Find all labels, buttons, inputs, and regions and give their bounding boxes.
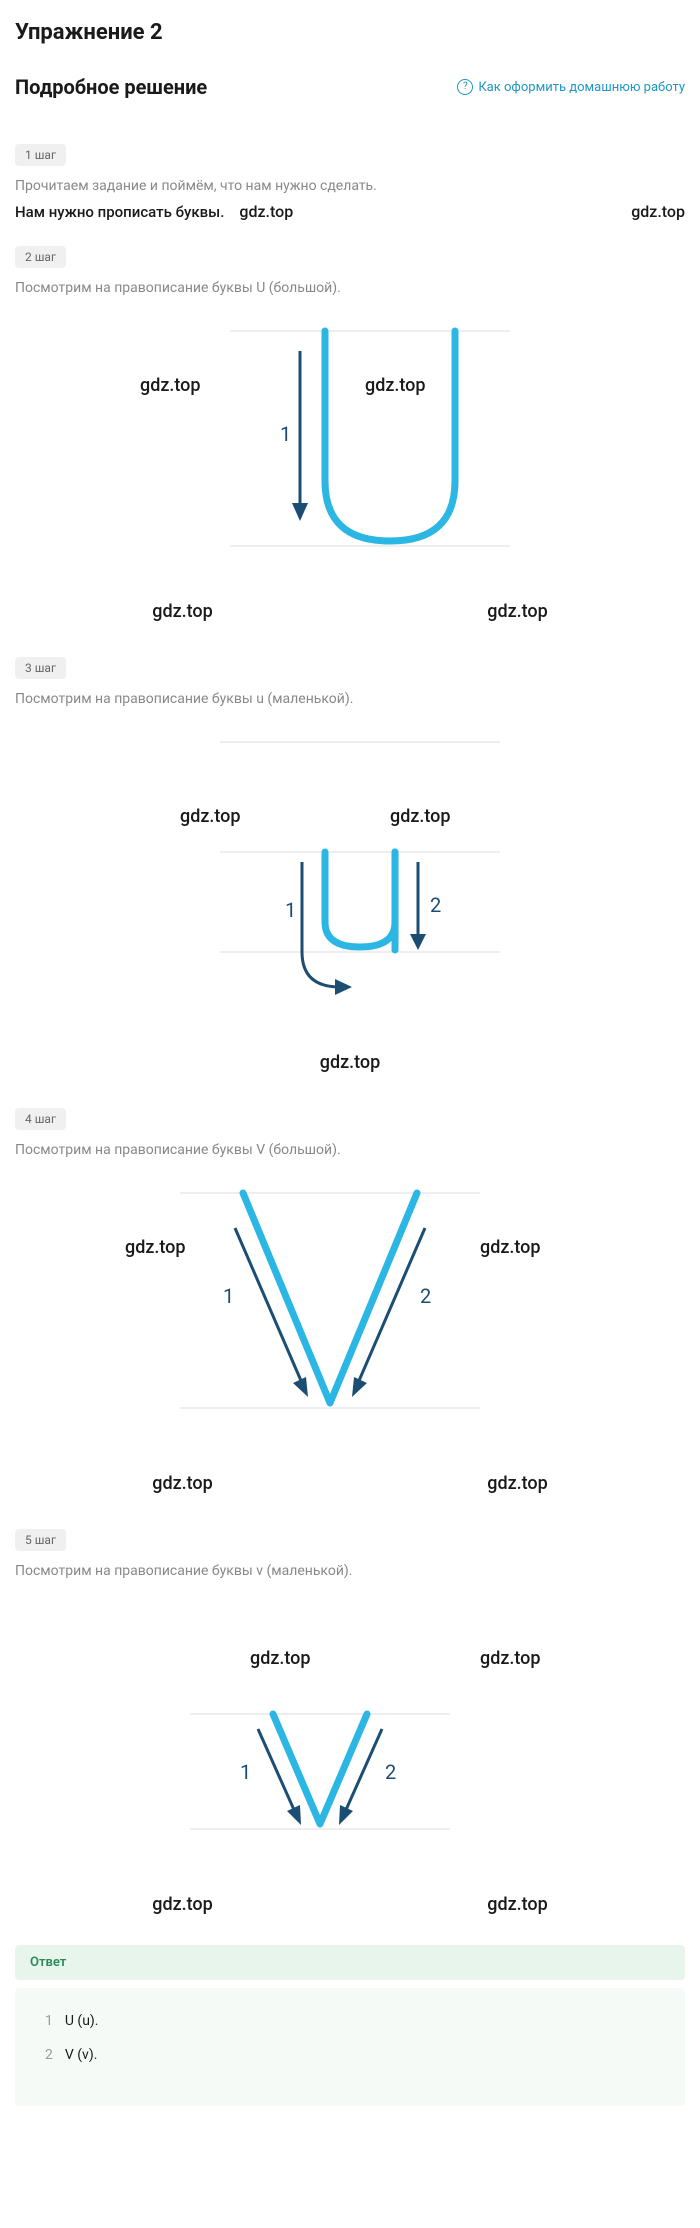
watermark-row: gdz.top gdz.top bbox=[15, 1894, 685, 1915]
watermark-row: gdz.top gdz.top bbox=[15, 601, 685, 622]
arrow-line bbox=[302, 862, 340, 987]
answer-line-1: 1 U (u). bbox=[45, 2013, 655, 2029]
watermark: gdz.top bbox=[365, 375, 426, 396]
letter-U-svg: 1 gdz.top gdz.top bbox=[130, 311, 570, 581]
answer-num: 1 bbox=[45, 2013, 53, 2029]
letter-V-svg: 1 2 gdz.top gdz.top bbox=[80, 1173, 620, 1453]
solution-heading: Подробное решение bbox=[15, 75, 207, 99]
step-badge-4: 4 шаг bbox=[15, 1108, 66, 1130]
step-badge-3: 3 шаг bbox=[15, 657, 66, 679]
step1-intro: Прочитаем задание и поймём, что нам нужн… bbox=[15, 178, 685, 194]
help-link[interactable]: Как оформить домашнюю работу bbox=[457, 79, 685, 95]
watermark: gdz.top bbox=[152, 601, 213, 622]
watermark: gdz.top bbox=[320, 1052, 381, 1073]
watermark: gdz.top bbox=[152, 1473, 213, 1494]
watermark: gdz.top bbox=[487, 601, 548, 622]
stroke-number: 2 bbox=[430, 893, 441, 917]
arrow-head-icon bbox=[293, 1377, 308, 1397]
answer-heading: Ответ bbox=[15, 1945, 685, 1980]
step1-line: Нам нужно прописать буквы. gdz.top gdz.t… bbox=[15, 202, 685, 221]
diagram-V-upper: 1 2 gdz.top gdz.top bbox=[15, 1173, 685, 1453]
arrow-head-icon bbox=[352, 1377, 367, 1397]
answer-num: 2 bbox=[45, 2047, 53, 2063]
step2-text: Посмотрим на правописание буквы U (больш… bbox=[15, 280, 685, 296]
watermark: gdz.top bbox=[631, 202, 685, 221]
arrow-head-icon bbox=[287, 1805, 301, 1825]
answer-text: U (u). bbox=[65, 2013, 99, 2029]
arrow-line bbox=[345, 1729, 382, 1812]
watermark: gdz.top bbox=[390, 806, 451, 827]
stroke-number: 1 bbox=[223, 1284, 234, 1308]
step1-bold: Нам нужно прописать буквы. bbox=[15, 203, 224, 221]
watermark: gdz.top bbox=[239, 202, 293, 221]
diagram-u-lower: 1 2 gdz.top gdz.top bbox=[15, 722, 685, 1032]
subtitle-row: Подробное решение Как оформить домашнюю … bbox=[15, 75, 685, 99]
page-title: Упражнение 2 bbox=[15, 20, 685, 45]
diagram-v-lower: 1 2 gdz.top gdz.top bbox=[15, 1594, 685, 1874]
step-badge-2: 2 шаг bbox=[15, 246, 66, 268]
stroke-number: 2 bbox=[385, 1760, 396, 1784]
watermark-row: gdz.top bbox=[15, 1052, 685, 1073]
letter-v-svg: 1 2 gdz.top gdz.top bbox=[80, 1594, 620, 1874]
arrow-head-icon bbox=[339, 1805, 353, 1825]
step-badge-5: 5 шаг bbox=[15, 1529, 66, 1551]
watermark: gdz.top bbox=[152, 1894, 213, 1915]
step3-text: Посмотрим на правописание буквы u (мален… bbox=[15, 691, 685, 707]
arrow-head-icon bbox=[335, 979, 352, 995]
watermark: gdz.top bbox=[140, 375, 201, 396]
stroke-number: 1 bbox=[285, 898, 296, 922]
watermark: gdz.top bbox=[480, 1237, 541, 1258]
answer-line-2: 2 V (v). bbox=[45, 2047, 655, 2063]
letter-stroke bbox=[273, 1714, 367, 1824]
answer-body: 1 U (u). 2 V (v). bbox=[15, 1988, 685, 2106]
arrow-head-icon bbox=[292, 503, 308, 521]
letter-stroke bbox=[243, 1193, 417, 1403]
diagram-U-upper: 1 gdz.top gdz.top bbox=[15, 311, 685, 581]
watermark: gdz.top bbox=[480, 1648, 541, 1669]
answer-text: V (v). bbox=[65, 2047, 98, 2063]
watermark: gdz.top bbox=[125, 1237, 186, 1258]
arrow-head-icon bbox=[410, 934, 426, 950]
letter-stroke bbox=[325, 852, 395, 947]
watermark: gdz.top bbox=[487, 1894, 548, 1915]
arrow-line bbox=[258, 1729, 295, 1812]
step-badge-1: 1 шаг bbox=[15, 144, 66, 166]
stroke-number: 1 bbox=[240, 1760, 251, 1784]
step5-text: Посмотрим на правописание буквы v (мален… bbox=[15, 1563, 685, 1579]
step4-text: Посмотрим на правописание буквы V (больш… bbox=[15, 1142, 685, 1158]
watermark: gdz.top bbox=[487, 1473, 548, 1494]
stroke-number: 1 bbox=[280, 422, 291, 446]
watermark-row: gdz.top gdz.top bbox=[15, 1473, 685, 1494]
watermark: gdz.top bbox=[250, 1648, 311, 1669]
watermark: gdz.top bbox=[180, 806, 241, 827]
letter-u-svg: 1 2 gdz.top gdz.top bbox=[130, 722, 570, 1032]
stroke-number: 2 bbox=[420, 1284, 431, 1308]
letter-stroke bbox=[325, 331, 455, 541]
